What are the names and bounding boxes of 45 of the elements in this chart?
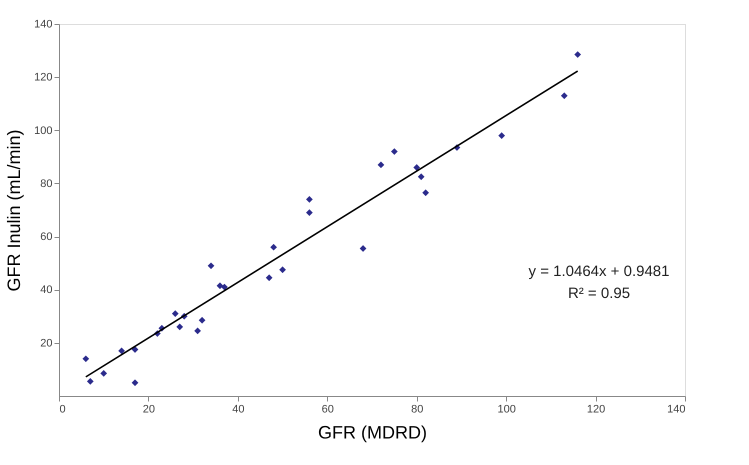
point bbox=[413, 164, 420, 171]
x-axis-title: GFR (MDRD) bbox=[318, 422, 427, 442]
x-tick-label: 0 bbox=[60, 404, 66, 416]
point bbox=[198, 316, 206, 324]
x-tick-label: 40 bbox=[232, 404, 244, 416]
y-tick-label: 20 bbox=[40, 337, 52, 350]
point bbox=[86, 378, 94, 385]
x-tick-label: 100 bbox=[497, 404, 516, 416]
point bbox=[208, 262, 214, 270]
point bbox=[360, 245, 366, 252]
x-tick-label: 120 bbox=[586, 404, 606, 416]
x-tick-label: 80 bbox=[411, 404, 424, 416]
point bbox=[498, 132, 506, 139]
point bbox=[266, 274, 273, 282]
point bbox=[391, 148, 398, 155]
point bbox=[82, 355, 90, 362]
y-tick-label: 140 bbox=[34, 18, 52, 30]
point bbox=[172, 310, 179, 317]
point bbox=[378, 161, 384, 168]
y-tick-label: 40 bbox=[40, 284, 52, 296]
point bbox=[560, 92, 568, 100]
y-tick-label: 120 bbox=[34, 72, 52, 84]
x-tick-label: 140 bbox=[667, 404, 686, 416]
x-tick-label: 60 bbox=[322, 404, 334, 416]
y-tick-label: 80 bbox=[40, 178, 52, 190]
y-tick-label: 100 bbox=[34, 124, 52, 137]
y-axis-title: GFR Inulin (mL/min) bbox=[4, 129, 24, 292]
point bbox=[216, 282, 224, 290]
point bbox=[306, 209, 313, 216]
point bbox=[132, 379, 138, 386]
point bbox=[221, 284, 228, 290]
point bbox=[118, 347, 125, 354]
point bbox=[418, 173, 425, 180]
point bbox=[270, 244, 277, 251]
y-tick-label: 60 bbox=[40, 231, 52, 244]
point bbox=[100, 370, 108, 377]
point bbox=[422, 189, 430, 196]
point bbox=[306, 196, 313, 203]
annotation: R² = 0.95 bbox=[568, 285, 630, 302]
point bbox=[176, 324, 184, 330]
annotation: y = 1.0464x + 0.9481 bbox=[528, 263, 670, 280]
point bbox=[574, 51, 582, 58]
point bbox=[279, 266, 286, 274]
point bbox=[194, 328, 201, 334]
x-tick-label: 20 bbox=[142, 404, 156, 416]
